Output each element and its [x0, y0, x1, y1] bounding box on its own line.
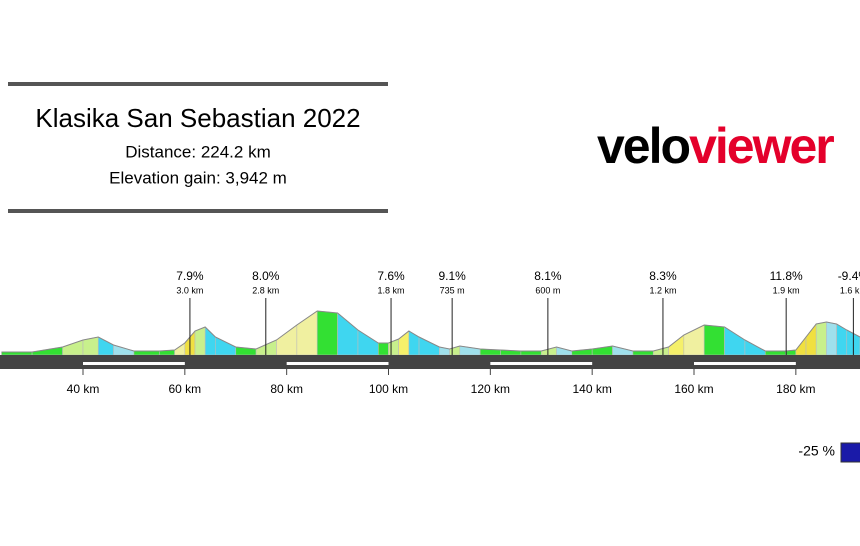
header-rule [8, 82, 388, 86]
profile-outline [1, 310, 860, 353]
profile-segment [744, 339, 766, 356]
profile-segment [62, 339, 84, 356]
profile-segment [378, 342, 389, 356]
logo: veloviewer [597, 118, 834, 174]
axis-stripe [694, 362, 796, 365]
axis-band [0, 355, 860, 369]
climb-length: 1.2 km [649, 285, 676, 295]
profile-segment [337, 312, 359, 356]
profile-segment [826, 321, 837, 356]
climb-gradient: -9.4% [838, 269, 860, 283]
profile-segment [204, 326, 216, 356]
elevation-gain: Elevation gain: 3,942 m [109, 168, 287, 187]
climb-length: 2.8 km [252, 285, 279, 295]
profile-segment [408, 330, 420, 356]
profile-segment [97, 336, 114, 356]
profile-segment [520, 350, 542, 356]
profile-segment [805, 323, 817, 356]
climb-length: 1.8 km [378, 285, 405, 295]
climb-length: 1.6 km [840, 285, 860, 295]
profile-segment [194, 326, 206, 356]
title: Klasika San Sebastian 2022 [35, 103, 360, 133]
climb-gradient: 9.1% [438, 269, 466, 283]
profile-segment [276, 324, 298, 356]
axis-stripe [490, 362, 593, 365]
profile-segment [815, 321, 827, 356]
x-tick-label: 60 km [168, 382, 201, 396]
profile-segment [540, 346, 557, 356]
climb-length: 3.0 km [176, 285, 203, 295]
climb-gradient: 8.0% [252, 269, 280, 283]
profile-segment [724, 326, 746, 356]
profile-segment [133, 350, 160, 356]
x-tick-label: 180 km [776, 382, 815, 396]
logo-part: velo [597, 118, 690, 174]
axis-stripe [286, 362, 389, 365]
header-rule [8, 209, 388, 213]
climb-gradient: 7.9% [176, 269, 204, 283]
x-tick-label: 80 km [270, 382, 303, 396]
x-tick-label: 40 km [67, 382, 100, 396]
x-tick-label: 100 km [369, 382, 408, 396]
profile-segment [764, 350, 786, 356]
climb-length: 735 m [440, 285, 465, 295]
climb-length: 600 m [535, 285, 560, 295]
profile-segment [703, 324, 725, 356]
climb-gradient: 8.3% [649, 269, 677, 283]
x-tick-label: 120 km [471, 382, 510, 396]
climb-gradient: 8.1% [534, 269, 562, 283]
chart: 40 km 60 km 80 km 100 km 120 km 140 km 160 km 1… [0, 269, 860, 396]
x-tick-label: 140 km [572, 382, 611, 396]
legend-swatch [840, 442, 860, 463]
profile-segment [316, 310, 338, 356]
axis-stripe [82, 362, 185, 365]
climb-gradient: 7.6% [377, 269, 405, 283]
profile-segment [556, 346, 573, 356]
logo-part: viewer [689, 118, 834, 174]
distance: Distance: 224.2 km [125, 142, 271, 161]
legend-label: -25 % [798, 443, 835, 459]
profile-segment [652, 346, 669, 356]
profile-segment [632, 350, 654, 356]
climb-gradient: 11.8% [770, 269, 803, 283]
profile-segment [357, 329, 379, 356]
climb-length: 1.9 km [773, 285, 800, 295]
x-tick-label: 160 km [674, 382, 713, 396]
